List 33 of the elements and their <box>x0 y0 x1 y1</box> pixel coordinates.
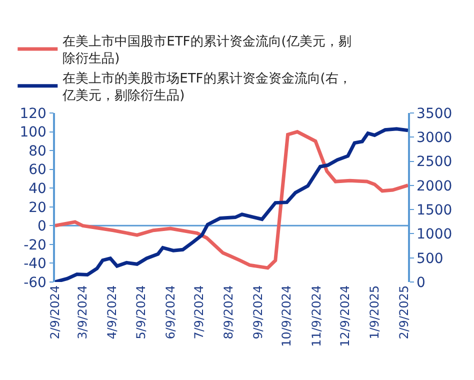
x-tick-label: 4/9/2024 <box>105 285 120 340</box>
x-tick-label: 11/9/2024 <box>309 285 324 347</box>
x-tick-label: 1/9/2025 <box>368 285 382 340</box>
x-tick-label: 7/9/2024 <box>192 285 206 340</box>
x-tick-label: 5/9/2024 <box>134 285 148 340</box>
y-tick-label: -20 <box>24 237 46 254</box>
y-tick-label: -60 <box>24 274 46 291</box>
y-tick-label: 20 <box>28 200 46 216</box>
y2-tick-label: 3000 <box>416 130 452 146</box>
x-tick-label: 3/9/2024 <box>76 285 90 340</box>
x-tick-label: 12/9/2024 <box>338 285 352 347</box>
y2-tick-label: 0 <box>416 274 426 291</box>
y-tick-label: 100 <box>20 124 46 141</box>
y2-tick-label: 2500 <box>416 154 452 170</box>
x-tick-label: 2/9/2025 <box>397 285 412 340</box>
y2-tick-label: 1000 <box>416 226 452 243</box>
legend-label: 在美上市的美股市场ETF的累计资金资金流向(右，亿美元，剔除衍生品) <box>62 70 352 104</box>
y-tick-label: 80 <box>28 143 46 160</box>
y-tick-label: 60 <box>28 162 46 178</box>
y-tick-label: 40 <box>28 181 46 198</box>
y-tick-label: -40 <box>24 256 46 272</box>
y2-tick-label: 1500 <box>416 202 452 218</box>
y2-tick-label: 500 <box>416 250 444 267</box>
x-tick-label: 8/9/2024 <box>222 285 236 340</box>
y2-tick-label: 3500 <box>416 106 452 122</box>
legend-label: 在美上市中国股市ETF的累计资金流向(亿美元，剔除衍生品) <box>62 34 352 67</box>
y-tick-label: 120 <box>20 106 46 122</box>
x-tick-label: 9/9/2024 <box>251 285 266 340</box>
y2-tick-label: 2000 <box>416 178 452 194</box>
x-tick-label: 6/9/2024 <box>163 285 178 340</box>
x-tick-label: 2/9/2024 <box>48 285 62 340</box>
y-tick-label: 0 <box>38 218 46 235</box>
x-tick-label: 10/9/2024 <box>280 285 294 347</box>
